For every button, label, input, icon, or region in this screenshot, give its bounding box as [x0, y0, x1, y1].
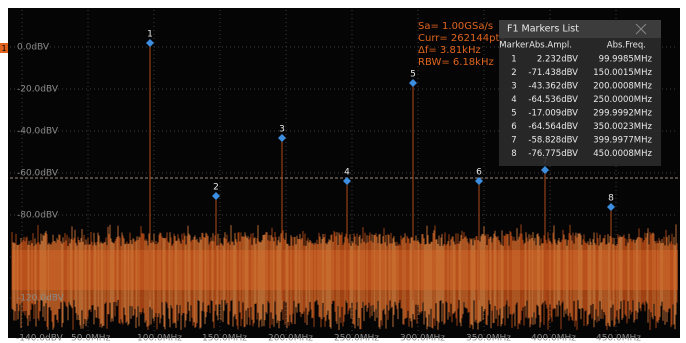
table-cell: 5	[511, 109, 516, 119]
info-line: Δf= 3.81kHz	[418, 45, 481, 56]
info-line: RBW= 6.18kHz	[418, 57, 494, 68]
channel-tag: 1	[1, 44, 6, 53]
x-axis-label: 200.0MHz	[268, 334, 313, 343]
table-cell: -76.775dBV	[528, 149, 578, 159]
marker-number: 6	[476, 168, 482, 178]
x-axis-label: -140.0dBV	[16, 334, 64, 343]
markers: 1 2 3 4 5 6 7 8	[146, 30, 615, 300]
markers-panel: F1 Markers List Marker Abs.Ampl. Abs.Freq.…	[499, 20, 661, 166]
table-cell: -43.362dBV	[528, 82, 578, 92]
markers-table: Marker Abs.Ampl. Abs.Freq. 1 2.232dBV 99.9985…	[499, 41, 652, 160]
x-axis-label: 100.0MHz	[137, 334, 182, 343]
table-cell: 299.9992MHz	[593, 109, 652, 119]
table-cell: 2.232dBV	[537, 55, 578, 65]
table-cell: 8	[511, 149, 516, 159]
info-line: Curr= 262144pts	[418, 33, 505, 44]
table-cell: 7	[511, 136, 516, 146]
table-cell: -71.438dBV	[528, 68, 578, 78]
table-cell: 450.0008MHz	[593, 149, 652, 159]
marker-diamond	[541, 166, 549, 174]
x-axis-label: 150.0MHz	[202, 334, 247, 343]
channel-tag-bg	[0, 43, 8, 53]
y-axis-label: -120.0dBV	[17, 294, 65, 304]
marker-number: 1	[147, 30, 153, 40]
column-header: Abs.Ampl.	[529, 41, 572, 51]
column-header: Abs.Freq.	[607, 41, 646, 51]
table-cell: -17.009dBV	[528, 109, 578, 119]
axis-labels: 0.0dBV -20.0dBV -40.0dBV -60.0dBV -80.0dBV -1…	[16, 43, 641, 343]
x-axis-label: 450.0MHz	[596, 334, 641, 343]
table-cell: 3	[511, 82, 516, 92]
table-cell: 399.9977MHz	[593, 136, 652, 146]
panel-bg	[499, 20, 661, 166]
x-axis-label: 50.0MHz	[71, 334, 111, 343]
marker-diamond	[409, 79, 417, 87]
marker-diamond	[607, 203, 615, 211]
table-cell: 350.0023MHz	[593, 122, 652, 132]
table-cell: -58.828dBV	[528, 136, 578, 146]
y-axis-label: -60.0dBV	[17, 169, 59, 179]
marker-number: 3	[279, 125, 285, 135]
table-cell: 4	[511, 95, 516, 105]
y-axis-label: -20.0dBV	[17, 85, 59, 95]
y-axis-label: 0.0dBV	[17, 43, 50, 53]
x-axis-label: 250.0MHz	[334, 334, 379, 343]
close-button[interactable]	[635, 23, 647, 35]
table-cell: 150.0015MHz	[593, 68, 652, 78]
marker-diamond	[146, 39, 154, 47]
table-cell: -64.564dBV	[528, 122, 578, 132]
x-axis-label: 300.0MHz	[400, 334, 445, 343]
y-axis-label: -40.0dBV	[17, 127, 59, 137]
noise-core	[12, 250, 678, 290]
table-cell: 2	[511, 68, 516, 78]
table-cell: 250.0000MHz	[593, 95, 652, 105]
table-cell: 1	[511, 55, 516, 65]
panel-header	[499, 20, 661, 38]
marker-number: 2	[213, 183, 219, 193]
table-cell: 200.0008MHz	[593, 82, 652, 92]
y-axis-label: -80.0dBV	[17, 211, 59, 221]
marker-diamond	[212, 192, 220, 200]
marker-diamond	[343, 177, 351, 185]
marker-number: 8	[608, 194, 614, 204]
marker-number: 4	[344, 168, 350, 178]
marker-diamond	[278, 134, 286, 142]
marker-diamond	[475, 177, 483, 185]
column-header: Marker	[499, 41, 529, 51]
table-cell: 6	[511, 122, 516, 132]
table-cell: -64.536dBV	[528, 95, 578, 105]
marker-number: 5	[410, 70, 416, 80]
table-cell: 99.9985MHz	[599, 55, 653, 65]
info-line: Sa= 1.00GSa/s	[418, 21, 493, 32]
x-axis-label: 400.0MHz	[531, 334, 576, 343]
noise-floor	[11, 224, 678, 330]
x-axis-label: 350.0MHz	[466, 334, 511, 343]
panel-title: F1 Markers List	[507, 24, 579, 35]
